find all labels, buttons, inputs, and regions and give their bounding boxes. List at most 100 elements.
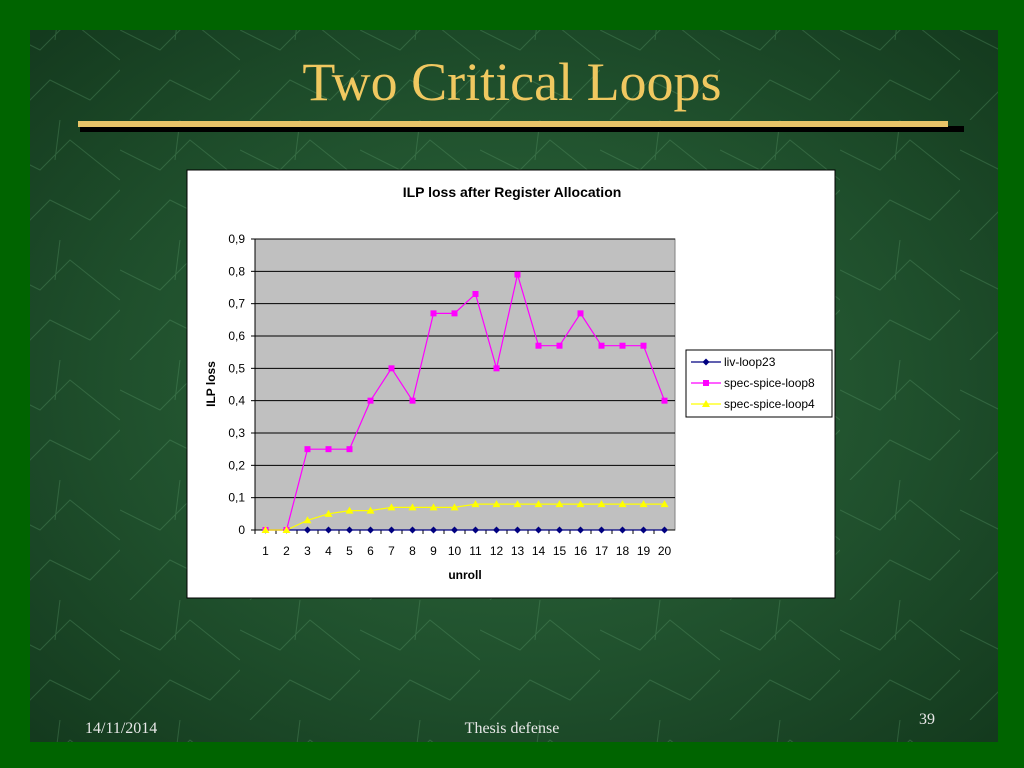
x-tick-label: 16 <box>574 544 588 558</box>
y-axis-label: ILP loss <box>204 361 218 407</box>
marker <box>304 446 311 453</box>
marker <box>471 500 480 508</box>
marker <box>450 503 459 511</box>
marker <box>409 526 416 534</box>
legend-marker <box>702 358 710 366</box>
legend-marker <box>703 380 709 386</box>
x-tick-label: 8 <box>409 544 416 558</box>
x-axis-label: unroll <box>448 568 481 582</box>
marker <box>534 500 543 508</box>
x-tick-label: 1 <box>262 544 269 558</box>
marker <box>472 526 479 534</box>
x-tick-label: 20 <box>658 544 672 558</box>
x-tick-label: 2 <box>283 544 290 558</box>
marker <box>660 500 669 508</box>
marker <box>555 500 564 508</box>
marker <box>619 526 626 534</box>
marker <box>367 526 374 534</box>
chart: ILP loss after Register Allocation ILP lo… <box>186 169 836 599</box>
footer-date: 14/11/2014 <box>85 720 157 737</box>
marker <box>513 500 522 508</box>
x-tick-label: 14 <box>532 544 546 558</box>
marker <box>598 342 605 349</box>
y-tick-label: 0,9 <box>228 232 245 246</box>
x-tick-label: 19 <box>637 544 651 558</box>
marker <box>451 310 458 317</box>
marker <box>367 397 374 404</box>
marker <box>451 526 458 534</box>
marker <box>387 503 396 511</box>
marker <box>535 526 542 534</box>
x-tick-label: 13 <box>511 544 525 558</box>
y-tick-label: 0 <box>238 523 245 537</box>
marker <box>661 526 668 534</box>
marker <box>388 365 395 372</box>
marker <box>514 526 521 534</box>
marker <box>366 506 375 514</box>
footer-text: Thesis defense <box>465 720 560 737</box>
x-tick-label: 15 <box>553 544 567 558</box>
marker <box>346 446 353 453</box>
marker <box>304 526 311 534</box>
marker <box>514 271 521 278</box>
x-tick-label: 5 <box>346 544 353 558</box>
marker <box>472 290 479 297</box>
marker <box>576 500 585 508</box>
marker <box>324 509 333 517</box>
title-rule-shadow <box>80 126 964 132</box>
marker <box>598 526 605 534</box>
x-tick-label: 10 <box>448 544 462 558</box>
y-tick-label: 0,8 <box>228 264 245 278</box>
marker <box>345 506 354 514</box>
marker <box>346 526 353 534</box>
marker <box>409 397 416 404</box>
y-tick-label: 0,6 <box>228 329 245 343</box>
title-rule <box>78 121 948 127</box>
marker <box>303 516 312 524</box>
y-tick-label: 0,3 <box>228 426 245 440</box>
legend-label: liv-loop23 <box>724 355 776 369</box>
marker <box>597 500 606 508</box>
marker <box>640 526 647 534</box>
x-tick-label: 6 <box>367 544 374 558</box>
marker <box>640 342 647 349</box>
marker <box>618 500 627 508</box>
series-line <box>265 503 665 531</box>
y-tick-label: 0,2 <box>228 458 245 472</box>
legend-marker <box>702 400 710 407</box>
marker <box>492 500 501 508</box>
x-tick-label: 17 <box>595 544 609 558</box>
chart-title: ILP loss after Register Allocation <box>403 184 622 200</box>
legend-label: spec-spice-loop8 <box>724 376 815 390</box>
x-tick-label: 18 <box>616 544 630 558</box>
x-tick-label: 12 <box>490 544 504 558</box>
marker <box>661 397 668 404</box>
x-tick-label: 7 <box>388 544 395 558</box>
x-tick-label: 3 <box>304 544 311 558</box>
marker <box>577 526 584 534</box>
marker <box>261 526 270 533</box>
marker <box>325 446 332 453</box>
marker <box>282 526 291 533</box>
legend-label: spec-spice-loop4 <box>724 397 815 411</box>
marker <box>408 503 417 511</box>
marker <box>556 342 563 349</box>
marker <box>577 310 584 317</box>
marker <box>493 365 500 372</box>
y-tick-label: 0,4 <box>228 394 245 408</box>
marker <box>325 526 332 534</box>
marker <box>535 342 542 349</box>
slide-title: Two Critical Loops <box>302 52 721 112</box>
plot-area <box>254 238 676 531</box>
x-tick-label: 11 <box>469 544 482 558</box>
marker <box>388 526 395 534</box>
x-tick-label: 9 <box>430 544 437 558</box>
marker <box>430 526 437 534</box>
y-tick-label: 0,5 <box>228 361 245 375</box>
marker <box>430 310 437 317</box>
y-tick-label: 0,7 <box>228 297 245 311</box>
y-tick-label: 0,1 <box>228 491 245 505</box>
series-line <box>265 272 666 531</box>
